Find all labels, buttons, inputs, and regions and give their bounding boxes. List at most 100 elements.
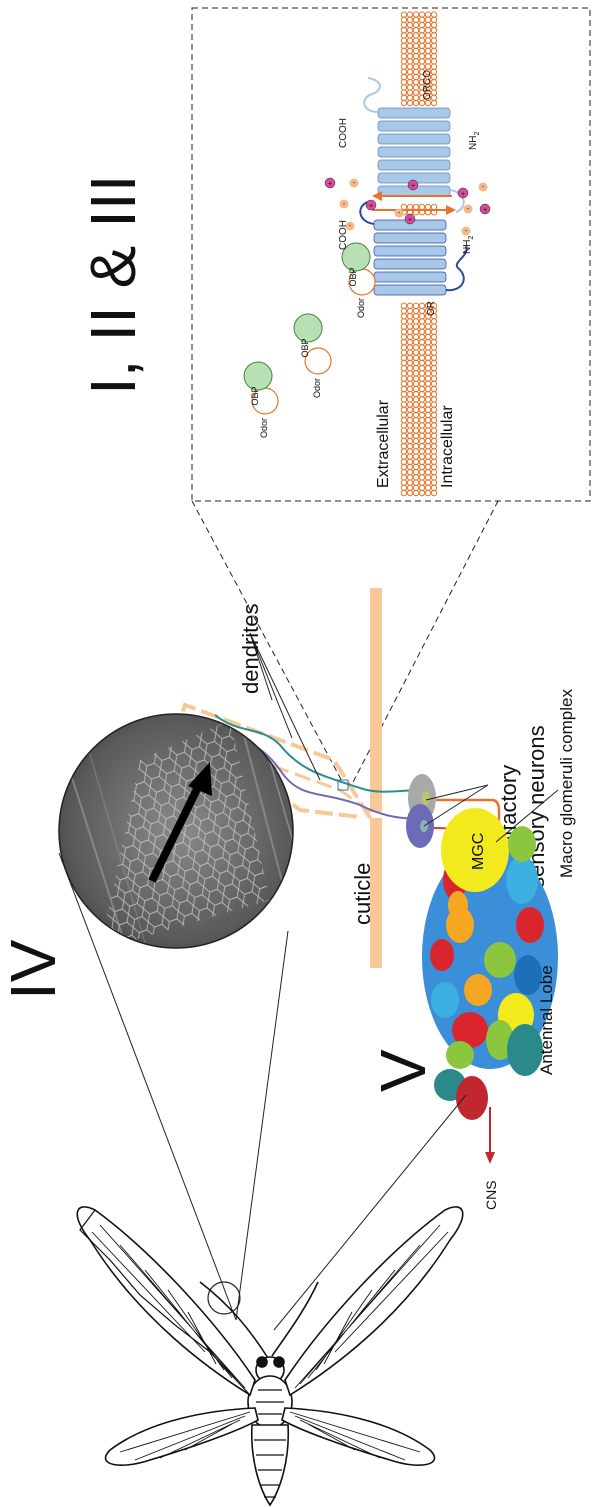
- glomerulus: [507, 1024, 543, 1076]
- lipid-head: [400, 489, 408, 497]
- lipid-head: [406, 16, 414, 23]
- lipid-head: [430, 27, 438, 34]
- lipid-head: [406, 463, 414, 471]
- lipid-head: [418, 380, 426, 387]
- lipid-head: [400, 94, 408, 102]
- lipid-head: [406, 21, 414, 29]
- lipid-head: [400, 385, 408, 393]
- lipid-head: [424, 396, 432, 403]
- lipid-head: [418, 484, 426, 491]
- lipid-head: [418, 391, 426, 398]
- lipid-head: [406, 339, 414, 346]
- lipid-head: [400, 432, 408, 439]
- lipid-head: [430, 375, 438, 382]
- svg-text:-: -: [465, 228, 468, 235]
- glomerulus: [431, 982, 459, 1018]
- lipid-head: [430, 99, 438, 107]
- nh2-label-or: NH2: [462, 236, 475, 254]
- lipid-head: [418, 21, 426, 29]
- lipid-head: [430, 479, 438, 486]
- lipid-head: [430, 458, 438, 465]
- glomerulus: [430, 939, 454, 971]
- or-receptor: [359, 201, 468, 296]
- lipid-head: [412, 328, 420, 335]
- lipid-head: [400, 11, 408, 18]
- lipid-head: [424, 463, 432, 471]
- lipid-head: [424, 380, 432, 387]
- lipid-head: [418, 427, 426, 434]
- lipid-head: [418, 349, 426, 356]
- membrane-inset-box: [191, 7, 591, 502]
- lipid-head: [400, 448, 408, 455]
- lipid-head: [412, 318, 420, 325]
- lipid-head: [406, 401, 414, 408]
- glomerulus: [506, 856, 538, 904]
- lipid-head: [418, 489, 426, 497]
- lipid-head: [400, 365, 408, 372]
- glomerulus: [464, 974, 492, 1006]
- lipid-head: [406, 469, 414, 476]
- lipid-head: [406, 437, 414, 445]
- lipid-head: [400, 380, 408, 387]
- lipid-head: [430, 448, 438, 455]
- lipid-head: [412, 84, 420, 91]
- lipid-head: [400, 344, 408, 351]
- lipid-head: [418, 458, 426, 465]
- lipid-head: [412, 411, 420, 419]
- lipid-head: [400, 469, 408, 476]
- lipid-head: [412, 479, 420, 486]
- lipid-head: [430, 463, 438, 471]
- lipid-head: [424, 370, 432, 377]
- lipid-head: [430, 47, 438, 55]
- svg-text:-: -: [349, 223, 352, 230]
- lipid-head: [430, 339, 438, 346]
- lipid-head: [424, 422, 432, 429]
- lipid-head: [430, 437, 438, 445]
- glomerulus: [446, 1041, 474, 1069]
- lipid-head: [406, 458, 414, 465]
- lipid-head: [400, 73, 408, 81]
- lipid-head: [418, 27, 426, 34]
- lipid-head: [412, 370, 420, 377]
- lipid-head: [424, 406, 432, 413]
- lipid-head: [400, 339, 408, 346]
- lipid-head: [430, 63, 438, 70]
- lipid-head: [412, 307, 420, 315]
- mgc-full-label: Macro glomeruli complex: [557, 689, 576, 878]
- lipid-head: [400, 391, 408, 398]
- antenna-zoom-circle: [207, 1281, 241, 1315]
- lipid-head: [400, 328, 408, 335]
- lipid-head: [424, 99, 432, 107]
- lipid-head: [412, 73, 420, 81]
- lipid-head: [400, 42, 408, 49]
- lipid-head: [424, 417, 432, 424]
- lipid-head: [412, 489, 420, 497]
- lipid-head: [406, 37, 414, 44]
- lipid-head: [412, 365, 420, 372]
- lipid-head: [412, 417, 420, 424]
- lipid-head: [418, 437, 426, 445]
- lipid-head: [418, 411, 426, 419]
- lipid-head: [424, 58, 432, 65]
- lipid-head: [400, 79, 408, 86]
- lipid-head: [412, 21, 420, 29]
- lipid-head: [424, 47, 432, 55]
- lipid-head: [400, 323, 408, 330]
- lipid-head: [400, 89, 408, 96]
- cuticle-label: cuticle: [350, 863, 375, 925]
- lipid-head: [406, 411, 414, 419]
- lipid-head: [418, 302, 426, 309]
- lipid-head: [400, 370, 408, 377]
- lipid-head: [418, 58, 426, 65]
- lipid-head: [430, 489, 438, 497]
- lipid-head: [430, 42, 438, 49]
- svg-text:-: -: [482, 184, 485, 191]
- lipid-head: [418, 453, 426, 460]
- lipid-head: [424, 474, 432, 481]
- lipid-head: [430, 37, 438, 44]
- lipid-head: [424, 354, 432, 361]
- lipid-head: [406, 313, 414, 320]
- lipid-head: [424, 27, 432, 34]
- mgc-label: MGC: [470, 833, 487, 870]
- lipid-head: [412, 79, 420, 86]
